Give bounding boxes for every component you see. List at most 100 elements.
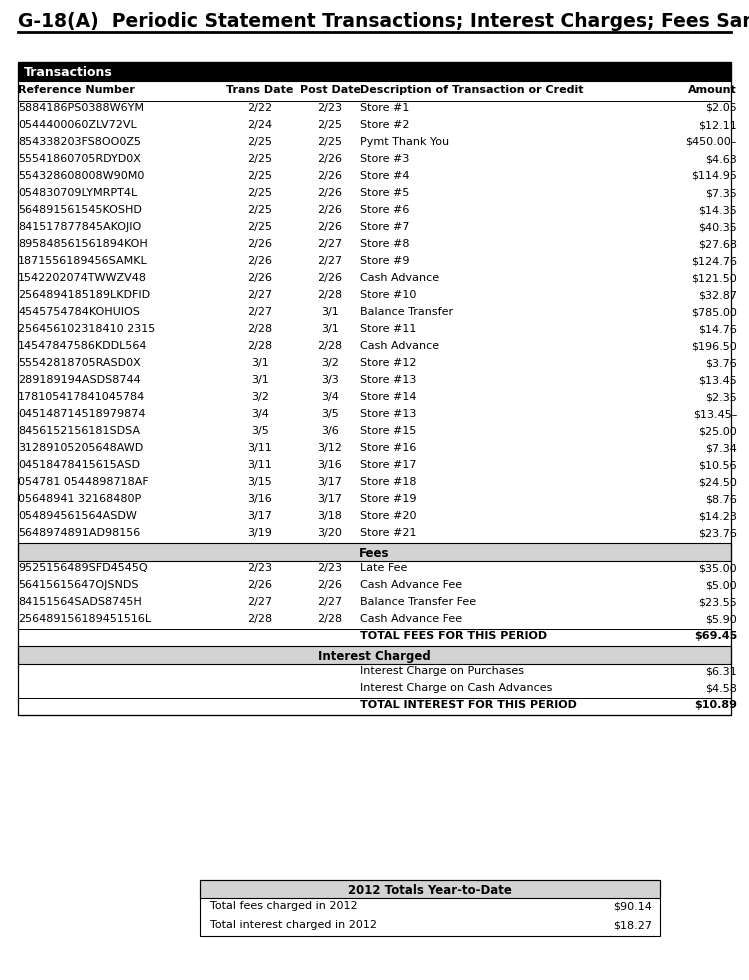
Text: 55541860705RDYD0X: 55541860705RDYD0X <box>18 154 141 164</box>
Text: $13.45: $13.45 <box>698 375 737 385</box>
Text: 895848561561894KOH: 895848561561894KOH <box>18 239 148 249</box>
Text: Transactions: Transactions <box>24 66 113 79</box>
Text: Fees: Fees <box>360 547 389 560</box>
Text: $18.27: $18.27 <box>613 920 652 930</box>
Text: 3/4: 3/4 <box>251 409 269 419</box>
Text: $23.76: $23.76 <box>698 528 737 538</box>
Text: 2/26: 2/26 <box>318 580 342 590</box>
Text: 3/11: 3/11 <box>248 460 273 470</box>
Text: $10.89: $10.89 <box>694 700 737 710</box>
Text: Description of Transaction or Credit: Description of Transaction or Credit <box>360 85 583 95</box>
Text: Cash Advance: Cash Advance <box>360 273 439 283</box>
Text: 84151564SADS8745H: 84151564SADS8745H <box>18 597 142 607</box>
Text: 3/11: 3/11 <box>248 443 273 453</box>
Text: Store #14: Store #14 <box>360 392 416 402</box>
Text: TOTAL FEES FOR THIS PERIOD: TOTAL FEES FOR THIS PERIOD <box>360 631 547 641</box>
Text: 2/28: 2/28 <box>247 341 273 351</box>
Text: Store #10: Store #10 <box>360 290 416 300</box>
Text: Cash Advance: Cash Advance <box>360 341 439 351</box>
Text: Store #13: Store #13 <box>360 409 416 419</box>
Text: 2/27: 2/27 <box>318 256 342 266</box>
Text: $7.35: $7.35 <box>706 188 737 198</box>
Text: Interest Charged: Interest Charged <box>318 650 431 662</box>
Text: $5.00: $5.00 <box>706 580 737 590</box>
Text: 2/25: 2/25 <box>247 154 273 164</box>
Bar <box>18 62 731 715</box>
Text: $27.68: $27.68 <box>698 239 737 249</box>
Bar <box>18 646 731 664</box>
Text: $14.23: $14.23 <box>698 511 737 521</box>
Text: $35.00: $35.00 <box>698 563 737 573</box>
Text: 2/25: 2/25 <box>247 222 273 232</box>
Text: Store #4: Store #4 <box>360 171 410 181</box>
Text: 564891561545KOSHD: 564891561545KOSHD <box>18 205 142 215</box>
Text: 2/26: 2/26 <box>247 239 273 249</box>
Text: Interest Charge on Cash Advances: Interest Charge on Cash Advances <box>360 683 552 693</box>
Text: $40.35: $40.35 <box>698 222 737 232</box>
Text: Store #15: Store #15 <box>360 426 416 436</box>
Text: 2/27: 2/27 <box>247 290 273 300</box>
Text: $12.11: $12.11 <box>698 120 737 130</box>
Text: Store #21: Store #21 <box>360 528 416 538</box>
Text: 054830709LYMRPT4L: 054830709LYMRPT4L <box>18 188 137 198</box>
Text: $2.05: $2.05 <box>706 103 737 113</box>
Text: Store #19: Store #19 <box>360 494 416 504</box>
Text: 2/26: 2/26 <box>318 273 342 283</box>
Text: 2/25: 2/25 <box>247 205 273 215</box>
Text: Pymt Thank You: Pymt Thank You <box>360 137 449 147</box>
Text: Late Fee: Late Fee <box>360 563 407 573</box>
Text: 2/28: 2/28 <box>247 614 273 624</box>
Text: 31289105205648AWD: 31289105205648AWD <box>18 443 143 453</box>
Text: $450.00–: $450.00– <box>685 137 737 147</box>
Text: 3/15: 3/15 <box>248 477 273 487</box>
Text: 3/1: 3/1 <box>321 307 339 317</box>
Text: 8456152156181SDSA: 8456152156181SDSA <box>18 426 140 436</box>
Text: 3/6: 3/6 <box>321 426 339 436</box>
Text: TOTAL INTEREST FOR THIS PERIOD: TOTAL INTEREST FOR THIS PERIOD <box>360 700 577 710</box>
Text: 3/5: 3/5 <box>321 409 339 419</box>
Text: 554328608008W90M0: 554328608008W90M0 <box>18 171 145 181</box>
Text: $10.56: $10.56 <box>698 460 737 470</box>
Text: Trans Date: Trans Date <box>226 85 294 95</box>
Text: $24.50: $24.50 <box>698 477 737 487</box>
Text: Interest Charge on Purchases: Interest Charge on Purchases <box>360 666 524 676</box>
Text: 2/25: 2/25 <box>247 137 273 147</box>
Bar <box>18 543 731 561</box>
Text: 256456102318410 2315: 256456102318410 2315 <box>18 324 155 334</box>
Text: $23.55: $23.55 <box>698 597 737 607</box>
Text: $2.35: $2.35 <box>706 392 737 402</box>
Text: 0544400060ZLV72VL: 0544400060ZLV72VL <box>18 120 137 130</box>
Text: 3/19: 3/19 <box>248 528 273 538</box>
Text: 2/25: 2/25 <box>318 137 342 147</box>
Text: 14547847586KDDL564: 14547847586KDDL564 <box>18 341 148 351</box>
Text: 2/27: 2/27 <box>247 597 273 607</box>
Text: 2/23: 2/23 <box>247 563 273 573</box>
Text: Store #8: Store #8 <box>360 239 410 249</box>
Text: 2/23: 2/23 <box>318 103 342 113</box>
Text: 5884186PS0388W6YM: 5884186PS0388W6YM <box>18 103 144 113</box>
Text: 2/28: 2/28 <box>318 341 342 351</box>
Text: 2/25: 2/25 <box>318 120 342 130</box>
Text: 2/26: 2/26 <box>318 205 342 215</box>
Text: Total interest charged in 2012: Total interest charged in 2012 <box>210 920 377 930</box>
Text: 3/1: 3/1 <box>251 375 269 385</box>
Text: 854338203FS8OO0Z5: 854338203FS8OO0Z5 <box>18 137 141 147</box>
Text: 9525156489SFD4545Q: 9525156489SFD4545Q <box>18 563 148 573</box>
Text: 054781 0544898718AF: 054781 0544898718AF <box>18 477 149 487</box>
Text: 2/22: 2/22 <box>247 103 273 113</box>
Text: $196.50: $196.50 <box>691 341 737 351</box>
Text: $14.35: $14.35 <box>698 205 737 215</box>
Text: $4.58: $4.58 <box>705 683 737 693</box>
Text: 04518478415615ASD: 04518478415615ASD <box>18 460 140 470</box>
Text: Store #17: Store #17 <box>360 460 416 470</box>
Text: 56415615647OJSNDS: 56415615647OJSNDS <box>18 580 139 590</box>
Text: 3/17: 3/17 <box>248 511 273 521</box>
Text: Total fees charged in 2012: Total fees charged in 2012 <box>210 901 357 911</box>
Text: G-18(A)  Periodic Statement Transactions; Interest Charges; Fees Sample: G-18(A) Periodic Statement Transactions;… <box>18 12 749 31</box>
Text: Store #20: Store #20 <box>360 511 416 521</box>
Text: $5.90: $5.90 <box>706 614 737 624</box>
Text: Store #12: Store #12 <box>360 358 416 368</box>
Text: 05648941 32168480P: 05648941 32168480P <box>18 494 142 504</box>
Text: $785.00: $785.00 <box>691 307 737 317</box>
Text: Balance Transfer Fee: Balance Transfer Fee <box>360 597 476 607</box>
